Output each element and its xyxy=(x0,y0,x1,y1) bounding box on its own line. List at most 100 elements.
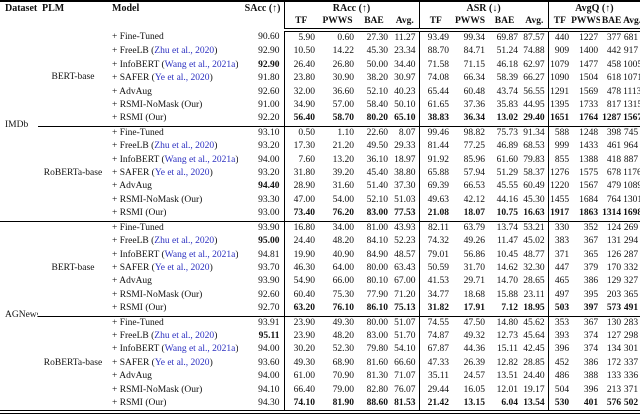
table-row: IMDb BERT-base + Fine-Tuned 90.60 5.90 0.60 27… xyxy=(0,30,640,130)
citation-link[interactable]: Ye et al., 2020 xyxy=(154,73,210,84)
racc-avg-value: 71.07 xyxy=(391,370,420,384)
avgq-tf-value: 1291 xyxy=(550,86,570,97)
model-name-text: + Fine-Tuned xyxy=(112,32,164,42)
asr-pwws-value: 18.07 xyxy=(463,208,486,219)
model-label: + SAFER (Ye et al., 2020) xyxy=(108,262,238,275)
model-label: + RSMI (Our) xyxy=(108,112,238,126)
asr-pwws-value: 71.15 xyxy=(463,59,486,70)
model-name-text: + Fine-Tuned xyxy=(112,222,164,233)
avgq-tf-value: 465 xyxy=(554,276,570,287)
asr-pwws-value: 99.34 xyxy=(463,33,486,43)
avgq-bae-value: 478 xyxy=(606,86,622,97)
racc-avg-value: 37.30 xyxy=(391,180,420,194)
citation-close-paren: ) xyxy=(235,250,238,260)
racc-bae-value: 51.40 xyxy=(366,181,388,192)
asr-bae-value: 13.74 xyxy=(488,220,522,236)
avgq-bae-value: 127 xyxy=(606,330,622,341)
table-row: + SAFER (Ye et al., 2020) 93.20 31.80 39.20… xyxy=(0,167,640,181)
column-header-dataset: Dataset xyxy=(5,3,38,14)
racc-avg-value: 81.53 xyxy=(391,396,420,413)
racc-avg-value: 34.40 xyxy=(391,58,420,73)
avgq-bae-value: 418 xyxy=(606,154,622,165)
asr-bae-value: 14.70 xyxy=(496,276,519,287)
avgq-tf-value: 588 xyxy=(548,125,572,141)
model-name-text: + RSMI-NoMask (Our) xyxy=(112,194,203,205)
asr-bae-value: 11.47 xyxy=(497,236,519,247)
avgq-tf-value: 1090 xyxy=(550,73,570,84)
table-row: + RSMI (Our) 94.30 74.10 81.90 88.60 81.53 21.… xyxy=(0,396,640,413)
asr-pwws-value: 36.34 xyxy=(463,113,486,124)
model-label: + AdvAug xyxy=(108,370,238,383)
asr-avg-value: 45.64 xyxy=(521,329,549,344)
asr-tf-value: 21.42 xyxy=(427,397,450,408)
avgq-pwws-value: 1863 xyxy=(579,208,599,219)
asr-tf-value: 69.39 xyxy=(427,181,450,192)
citation-link[interactable]: Ye et al., 2020 xyxy=(154,168,210,179)
asr-tf-value: 71.58 xyxy=(427,59,450,70)
racc-tf-value: 24.40 xyxy=(293,236,315,247)
racc-tf-value: 74.10 xyxy=(293,397,315,408)
sacc-value: 93.10 xyxy=(238,125,285,141)
racc-bae-value: 81.60 xyxy=(366,357,388,368)
asr-bae-value: 6.04 xyxy=(501,397,519,408)
plm-label: BERT-base xyxy=(38,220,108,317)
model-name-text: + InfoBERT ( xyxy=(112,154,165,165)
citation-link[interactable]: Wang et al., 2021a xyxy=(164,154,236,165)
racc-avg-value: 11.27 xyxy=(391,30,420,46)
citation-link[interactable]: Wang et al., 2021a xyxy=(164,59,236,70)
avgq-bae-value: 203 xyxy=(606,289,622,300)
asr-avg-value: 62.97 xyxy=(521,58,549,73)
avgq-pwws-value: 386 xyxy=(583,357,599,368)
racc-pwws-value: 58.70 xyxy=(332,113,354,124)
avgq-bae-value: 1314 xyxy=(602,208,622,219)
citation-link[interactable]: Wang et al., 2021a xyxy=(164,344,236,355)
avgq-avg-value: 301 xyxy=(623,344,639,355)
asr-avg-value: 48.77 xyxy=(521,248,549,262)
table-row: AGNews BERT-base + Fine-Tuned 93.90 16.80 34.… xyxy=(0,220,640,413)
racc-tf-value: 47.00 xyxy=(293,194,315,205)
avgq-avg-value: 298 xyxy=(623,330,639,341)
citation-close-paren: ) xyxy=(209,168,213,179)
asr-tf-value: 47.33 xyxy=(427,357,450,368)
citation-link[interactable]: Zhu et al., 2020 xyxy=(154,236,215,247)
citation-link[interactable]: Ye et al., 2020 xyxy=(154,357,210,368)
citation-link[interactable]: Zhu et al., 2020 xyxy=(154,46,215,57)
model-name-text: + RSMI (Our) xyxy=(112,303,167,314)
table-row: + AdvAug 93.90 54.90 66.00 80.10 67.00 41.53 29… xyxy=(0,275,640,289)
racc-tf-value: 61.00 xyxy=(293,371,315,382)
racc-pwws-value: 31.60 xyxy=(332,181,354,192)
model-name-text: + RSMI-NoMask (Our) xyxy=(112,100,203,111)
model-name-text: + InfoBERT ( xyxy=(112,249,165,260)
avgq-avg-value: 681 xyxy=(623,33,639,43)
racc-bae-value: 45.40 xyxy=(366,168,388,179)
avgq-bae-value: 130 xyxy=(600,315,624,330)
model-label: + FreeLB (Zhu et al., 2020) xyxy=(108,45,238,58)
asr-bae-value: 14.80 xyxy=(488,315,522,330)
sacc-value: 92.20 xyxy=(238,112,285,127)
avgq-pwws-value: 1400 xyxy=(579,46,599,57)
avgq-tf-value: 452 xyxy=(554,357,570,368)
racc-avg-value: 77.53 xyxy=(391,207,420,222)
racc-pwws-value: 64.00 xyxy=(332,262,354,273)
citation-close-paren: ) xyxy=(209,73,213,84)
citation-link[interactable]: Wang et al., 2021a xyxy=(164,249,236,260)
subcolumn-header-racc-tf: TF xyxy=(284,15,318,32)
citation-close-paren: ) xyxy=(214,330,218,341)
table-row: RoBERTa-base + Fine-Tuned 93.91 23.90 49.30 8… xyxy=(0,315,640,413)
avgq-bae-value: 398 xyxy=(600,125,624,141)
avgq-avg-value: 1698 xyxy=(623,208,640,219)
asr-bae-value: 15.88 xyxy=(496,289,519,300)
avgq-tf-value: 1276 xyxy=(550,168,570,179)
citation-link[interactable]: Zhu et al., 2020 xyxy=(154,141,215,152)
avgq-tf-value: 371 xyxy=(554,249,570,260)
asr-tf-value: 81.44 xyxy=(427,141,450,152)
subcolumn-header-asr-avg: Avg. xyxy=(521,15,549,32)
citation-close-paren: ) xyxy=(235,344,238,354)
asr-bae-value: 46.89 xyxy=(496,141,519,152)
citation-link[interactable]: Ye et al., 2020 xyxy=(154,262,210,273)
citation-link[interactable]: Zhu et al., 2020 xyxy=(154,330,215,341)
racc-pwws-value: 26.80 xyxy=(332,59,354,70)
sacc-value: 94.00 xyxy=(238,370,285,384)
table-row: + SAFER (Ye et al., 2020) 93.60 49.30 68.90… xyxy=(0,356,640,371)
asr-bae-value: 69.87 xyxy=(496,33,519,43)
